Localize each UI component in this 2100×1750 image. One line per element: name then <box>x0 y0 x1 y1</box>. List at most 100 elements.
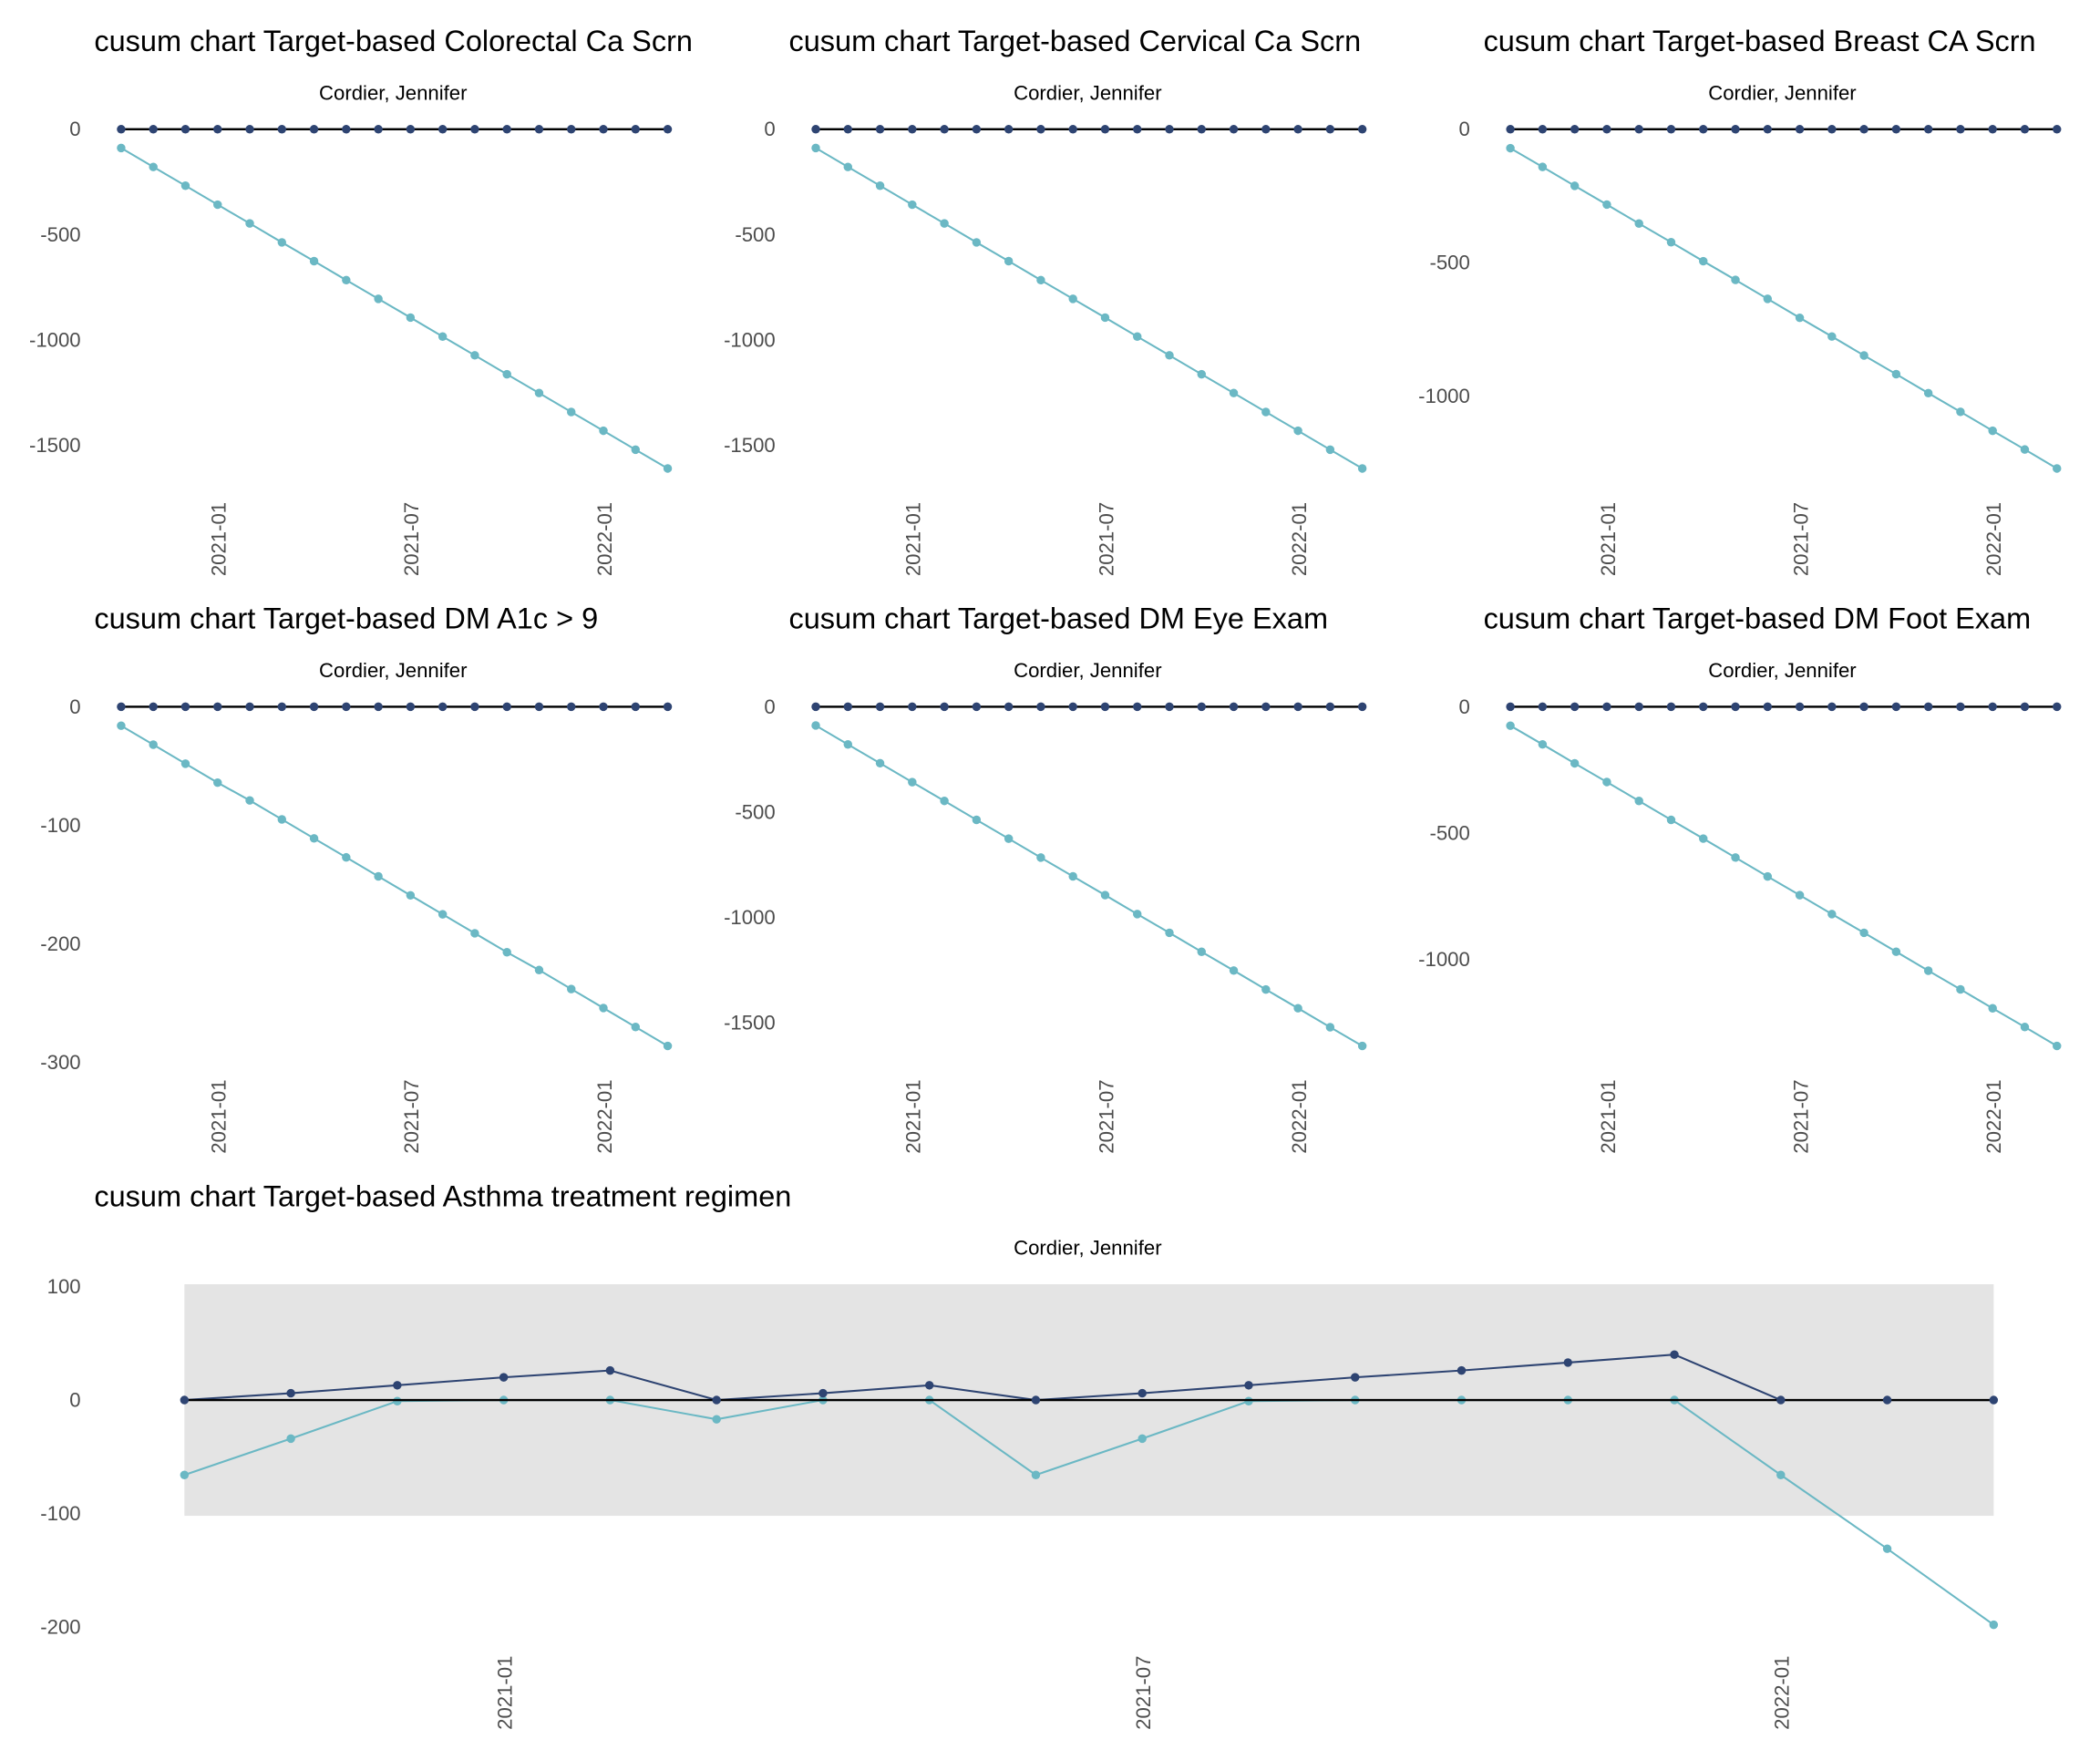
upper-cusum-point <box>374 125 383 134</box>
lower-cusum-point <box>940 219 949 228</box>
x-tick-label: 2021-07 <box>400 502 423 576</box>
upper-cusum-point <box>1068 702 1077 712</box>
upper-cusum-point <box>843 125 853 134</box>
lower-cusum-point <box>663 464 673 473</box>
upper-cusum-point <box>567 702 576 712</box>
lower-cusum-point <box>393 1396 402 1406</box>
upper-cusum-point <box>843 702 853 712</box>
lower-cusum-line <box>120 725 669 1047</box>
lower-cusum-point <box>470 929 479 938</box>
lower-cusum-point <box>1357 1041 1367 1051</box>
lower-cusum-point <box>149 162 158 171</box>
lower-cusum-point <box>406 313 416 323</box>
upper-cusum-point <box>1956 702 1965 712</box>
lower-cusum-point <box>1666 238 1676 247</box>
lower-cusum-point <box>1666 815 1676 825</box>
lower-cusum-point <box>286 1434 295 1444</box>
x-tick-label: 2021-07 <box>1132 1656 1155 1730</box>
lower-cusum-point <box>1699 834 1708 843</box>
lower-cusum-point <box>1506 721 1515 730</box>
lower-cusum-point <box>1068 871 1077 881</box>
upper-cusum-point <box>1229 702 1239 712</box>
upper-cusum-point <box>1197 125 1207 134</box>
upper-cusum-point <box>2020 125 2030 134</box>
chart-title: cusum chart Target-based DM Foot Exam <box>1484 602 2032 635</box>
upper-cusum-point <box>1100 702 1110 712</box>
upper-cusum-point <box>567 125 576 134</box>
upper-cusum-point <box>1197 702 1207 712</box>
lower-cusum-point <box>213 200 222 210</box>
lower-cusum-point <box>2053 1041 2062 1051</box>
x-tick-label: 2021-07 <box>1095 502 1117 576</box>
lower-cusum-point <box>1004 834 1014 843</box>
lower-cusum-line <box>1509 725 2058 1047</box>
upper-cusum-point <box>908 702 917 712</box>
upper-cusum-point <box>286 1388 295 1398</box>
lower-cusum-point <box>908 200 917 210</box>
lower-cusum-point <box>117 143 126 153</box>
upper-cusum-point <box>1570 702 1580 712</box>
y-tick-label: -1000 <box>1418 948 1470 971</box>
lower-cusum-point <box>1197 369 1207 379</box>
lower-cusum-point <box>406 890 416 901</box>
upper-cusum-point <box>1988 702 1997 712</box>
upper-cusum-point <box>1506 702 1515 712</box>
upper-cusum-point <box>180 125 190 134</box>
upper-cusum-point <box>245 125 254 134</box>
x-tick-label: 2022-01 <box>593 1079 616 1153</box>
lower-cusum-point <box>470 351 479 360</box>
upper-cusum-point <box>406 702 416 712</box>
y-tick-label: -1500 <box>724 434 776 457</box>
upper-cusum-point <box>1731 125 1740 134</box>
lower-cusum-point <box>1956 984 1965 994</box>
lower-cusum-point <box>631 1023 641 1032</box>
lower-cusum-point <box>149 740 158 749</box>
upper-cusum-point <box>1666 125 1676 134</box>
y-tick-label: -1000 <box>724 906 776 929</box>
lower-cusum-point <box>1100 890 1110 900</box>
lower-cusum-point <box>1261 984 1271 994</box>
chart-subtitle: Cordier, Jennifer <box>319 659 467 682</box>
upper-cusum-point <box>631 125 641 134</box>
lower-cusum-point <box>1731 853 1740 862</box>
lower-cusum-point <box>1602 777 1611 787</box>
lower-cusum-point <box>502 948 511 957</box>
upper-cusum-point <box>2020 702 2030 712</box>
upper-cusum-point <box>499 1373 509 1382</box>
upper-cusum-point <box>1670 1350 1679 1359</box>
lower-cusum-point <box>1133 910 1142 919</box>
lower-cusum-point <box>940 796 949 806</box>
upper-cusum-point <box>1795 702 1805 712</box>
chart-panel-3: cusum chart Target-based Breast CA Scrn C… <box>1418 25 2062 576</box>
upper-cusum-point <box>1293 702 1302 712</box>
lower-cusum-point <box>342 852 351 862</box>
x-tick-label: 2022-01 <box>593 502 616 576</box>
upper-cusum-point <box>1036 125 1045 134</box>
y-tick-label: -500 <box>735 223 775 246</box>
lower-cusum-point <box>1882 1544 1892 1553</box>
lower-cusum-point <box>1891 947 1901 956</box>
lower-cusum-point <box>1634 219 1643 228</box>
lower-cusum-point <box>1699 256 1708 266</box>
lower-cusum-point <box>712 1415 721 1424</box>
lower-cusum-point <box>1776 1470 1786 1479</box>
y-tick-label: 0 <box>69 1388 80 1411</box>
lower-cusum-point <box>599 426 608 436</box>
upper-cusum-point <box>1004 702 1014 712</box>
upper-cusum-point <box>1666 702 1676 712</box>
upper-cusum-point <box>1138 1388 1147 1398</box>
lower-cusum-point <box>1859 351 1868 360</box>
y-tick-label: 100 <box>47 1275 81 1298</box>
x-tick-label: 2021-07 <box>1789 502 1812 576</box>
upper-cusum-point <box>1538 702 1548 712</box>
chart-title: cusum chart Target-based DM A1c > 9 <box>94 602 598 635</box>
lower-cusum-point <box>1795 890 1805 900</box>
upper-cusum-point <box>1004 125 1014 134</box>
lower-cusum-point <box>438 910 448 919</box>
upper-cusum-point <box>309 125 319 134</box>
upper-cusum-line <box>184 1354 1994 1402</box>
upper-cusum-point <box>1956 125 1965 134</box>
upper-cusum-point <box>663 702 673 712</box>
y-tick-label: 0 <box>1458 118 1469 140</box>
